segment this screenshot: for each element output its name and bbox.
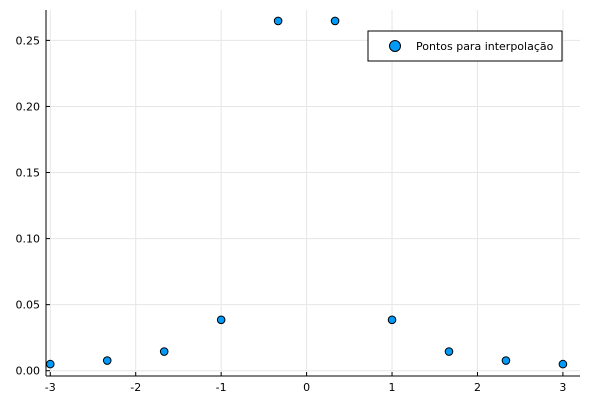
legend: Pontos para interpolação	[367, 30, 563, 62]
x-tick-label: -1	[216, 381, 227, 394]
y-gridlines	[46, 39, 580, 372]
x-tick-label: -3	[45, 381, 56, 394]
y-tick-label: 0.20	[16, 100, 41, 113]
data-point	[273, 16, 283, 26]
y-tick-label: 0.25	[16, 34, 41, 47]
data-point	[330, 16, 340, 26]
data-point	[558, 359, 568, 369]
y-tick-label: 0.10	[16, 233, 41, 246]
data-point	[45, 359, 55, 369]
y-axis-ticks: 0.00 0.05 0.10 0.15 0.20 0.25	[16, 34, 50, 378]
x-gridlines	[49, 10, 564, 376]
y-tick-label: 0.00	[16, 365, 41, 378]
data-point	[102, 356, 112, 365]
x-tick-label: 1	[389, 381, 396, 394]
data-point	[444, 347, 454, 356]
legend-marker	[389, 40, 401, 52]
data-point	[387, 315, 397, 325]
y-tick-label: 0.05	[16, 299, 41, 312]
x-axis-ticks: -3 -2 -1 0 1 2 3	[45, 372, 566, 394]
data-point	[501, 356, 511, 365]
data-point	[159, 347, 169, 356]
data-point	[216, 315, 226, 325]
x-tick-label: 2	[474, 381, 481, 394]
data-points	[45, 16, 568, 369]
x-tick-label: 0	[303, 381, 310, 394]
x-tick-label: -2	[130, 381, 141, 394]
y-tick-label: 0.15	[16, 167, 41, 180]
legend-label: Pontos para interpolação	[416, 40, 554, 53]
x-tick-label: 3	[559, 381, 566, 394]
